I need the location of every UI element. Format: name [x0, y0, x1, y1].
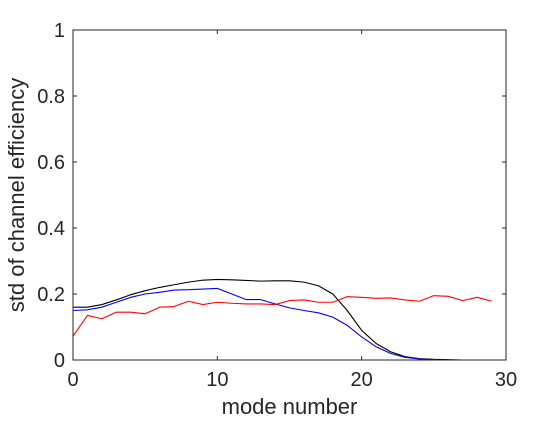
x-tick-label: 30 — [495, 369, 517, 391]
plot-frame — [72, 29, 507, 361]
plot-area — [73, 30, 506, 360]
y-tick-label: 0 — [54, 350, 65, 372]
x-tick-label: 10 — [206, 369, 228, 391]
x-tick-label: 0 — [67, 369, 78, 391]
series-line-3 — [72, 295, 492, 337]
series-layer — [72, 278, 492, 361]
y-axis-title: std of channel efficiency — [4, 78, 29, 312]
y-tick-label: 0.2 — [37, 284, 65, 306]
y-tick-label: 1 — [54, 20, 65, 42]
y-tick-label: 0.6 — [37, 152, 65, 174]
axes-layer: 0 10 20 30 0 0.2 0.4 0.6 0.8 1 — [37, 20, 517, 391]
y-tick-label: 0.8 — [37, 86, 65, 108]
x-axis-title: mode number — [222, 394, 358, 419]
series-line-2 — [72, 287, 492, 361]
y-tick-label: 0.4 — [37, 218, 65, 240]
x-tick-label: 20 — [351, 369, 373, 391]
